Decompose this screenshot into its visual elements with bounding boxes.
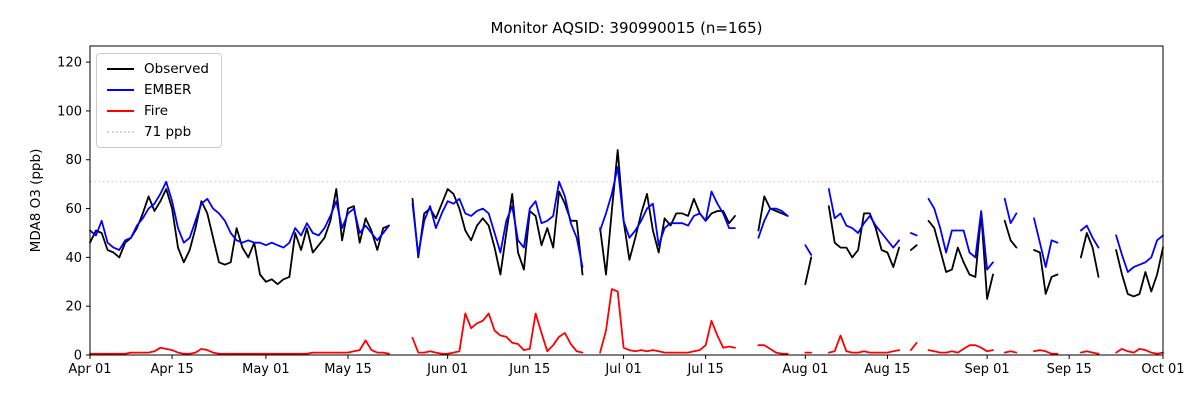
x-tick-label: Jul 01 [604, 362, 641, 377]
legend-label-ember: EMBER [144, 82, 192, 98]
x-tick-label: May 01 [242, 362, 290, 377]
y-tick-label: 0 [74, 349, 82, 364]
y-tick-label: 60 [65, 202, 82, 217]
x-tick-label: Jul 15 [686, 362, 723, 377]
legend-label-fire: Fire [144, 103, 169, 119]
x-tick-label: Oct 01 [1141, 362, 1184, 377]
y-axis-label: MDA8 O3 (ppb) [28, 149, 44, 253]
legend-item-threshold: 71 ppb [107, 124, 209, 140]
legend-label-observed: Observed [144, 61, 209, 77]
y-tick-label: 100 [57, 104, 82, 119]
legend: Observed EMBER Fire 71 ppb [96, 53, 222, 148]
x-tick-label: Sep 01 [965, 362, 1010, 377]
legend-label-threshold: 71 ppb [144, 124, 192, 140]
x-tick-label: Apr 01 [68, 362, 111, 377]
y-tick-label: 40 [65, 251, 82, 266]
x-tick-label: Jun 15 [508, 362, 550, 377]
ember-line-swatch [107, 89, 134, 91]
observed-line-swatch [107, 68, 134, 70]
x-tick-label: Aug 15 [864, 362, 910, 377]
legend-item-ember: EMBER [107, 82, 209, 98]
threshold-line-swatch [107, 131, 134, 133]
x-tick-label: Jun 01 [426, 362, 468, 377]
y-tick-label: 20 [65, 300, 82, 315]
legend-item-fire: Fire [107, 103, 209, 119]
plot-border [89, 45, 1164, 356]
chart-title: Monitor AQSID: 390990015 (n=165) [490, 19, 763, 37]
y-tick-label: 120 [57, 56, 82, 71]
fire-line-swatch [107, 110, 134, 112]
x-tick-label: May 15 [324, 362, 372, 377]
ember-line [89, 166, 1164, 273]
x-tick-label: Sep 15 [1047, 362, 1092, 377]
observed-line [89, 149, 1164, 300]
legend-item-observed: Observed [107, 61, 209, 77]
x-tick-label: Apr 15 [151, 362, 194, 377]
fire-line [89, 288, 1164, 355]
y-tick-label: 80 [65, 153, 82, 168]
x-tick-label: Aug 01 [782, 362, 828, 377]
